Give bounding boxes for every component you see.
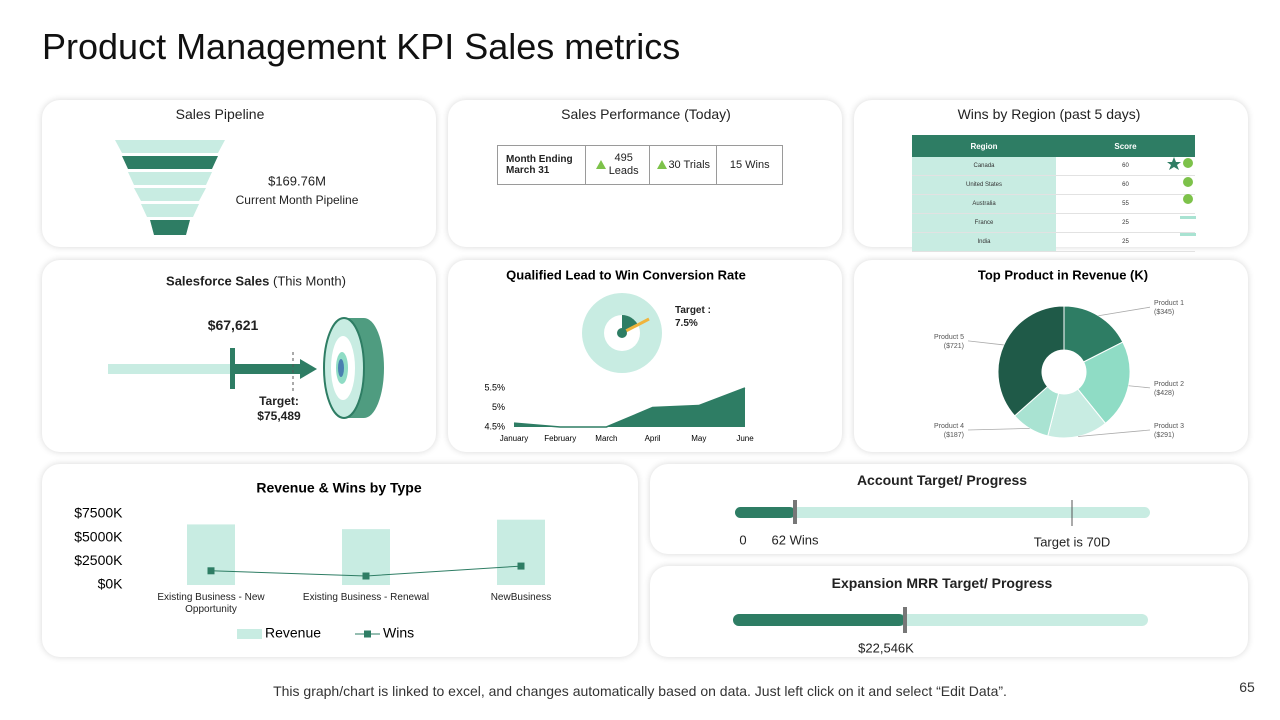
score: 25 [1056,232,1195,252]
region: India [912,232,1056,252]
title-bold: Salesforce Sales [166,273,270,289]
target-label: Target: [259,394,299,408]
panel-title: Sales Performance (Today) [561,106,731,122]
region: United States [912,175,1056,195]
header-row: Region Score [912,135,1195,157]
target-value: 7.5% [675,318,698,329]
target-label: Target : [675,305,711,316]
up-icon [595,160,606,169]
trials: 30 Trials [668,159,711,171]
header: Score [1056,135,1195,157]
current-label: 62 Wins [771,532,819,548]
leads: 495 Leads [608,152,639,177]
regions-table: Region Score Canada 60 United States 60 Au… [912,135,1195,252]
score: 25 [1056,213,1195,233]
panel-title: Account Target/ Progress [856,472,1028,488]
region: France [912,213,1056,233]
start-label: 0 [739,532,747,548]
target-label: Target is 70D [1033,534,1111,550]
page-number: 65 [1239,679,1255,695]
region: Canada [912,157,1056,176]
x-tick-label: Existing Business - New Opportunity [157,592,265,615]
wins: 15 Wins [729,159,770,171]
row: France 25 [912,213,1195,233]
panel-title: Wins by Region (past 5 days) [957,106,1141,122]
target-value: $75,489 [257,409,301,423]
row: United States 60 [912,175,1195,195]
page-title: Product Management KPI Sales metrics [42,26,681,67]
up-icon [657,160,668,169]
x-tick-label: Existing Business - Renewal [302,592,430,603]
panel-mrr [650,566,1248,657]
panel-performance [448,100,842,247]
panel-revenue [42,464,638,657]
cell: 15 Wins [717,146,782,184]
cell: 30 Trials [650,146,718,184]
panel-title: Expansion MRR Target/ Progress [831,575,1053,591]
month: Month Ending March 31 [506,154,573,176]
score: 60 [1056,175,1195,195]
x-tick-label: NewBusiness [490,592,552,603]
panel-pipeline [42,100,436,247]
pipeline-caption: Current Month Pipeline [235,193,359,207]
actual: Actual : 6.4% [604,354,642,360]
row: Canada 60 [912,157,1195,176]
panel-title: Salesforce Sales (This Month) [166,274,346,289]
actual-caption: Conv. Rate [607,362,639,368]
cell: 495 Leads [586,146,650,184]
panel-title: Sales Pipeline [175,106,265,122]
panel-conversion [448,260,842,452]
mrr-value: $22,546K [858,640,914,656]
cell: Month Ending March 31 [498,146,587,184]
pipeline-amount: $169.76M [268,173,326,189]
row: India 25 [912,232,1195,252]
panel-top-product [854,260,1248,452]
sales-value: $67,621 [207,317,259,333]
title-note: (This Month) [273,273,346,289]
row: Australia 55 [912,194,1195,214]
header: Region [912,135,1056,157]
region: Australia [912,194,1056,214]
footer-note: This graph/chart is linked to excel, and… [273,683,1007,699]
performance-table: Month Ending March 31 495 Leads 30 Trial… [497,145,783,185]
panel-salesforce [42,260,436,452]
score: 55 [1056,194,1195,214]
score: 60 [1056,157,1195,176]
